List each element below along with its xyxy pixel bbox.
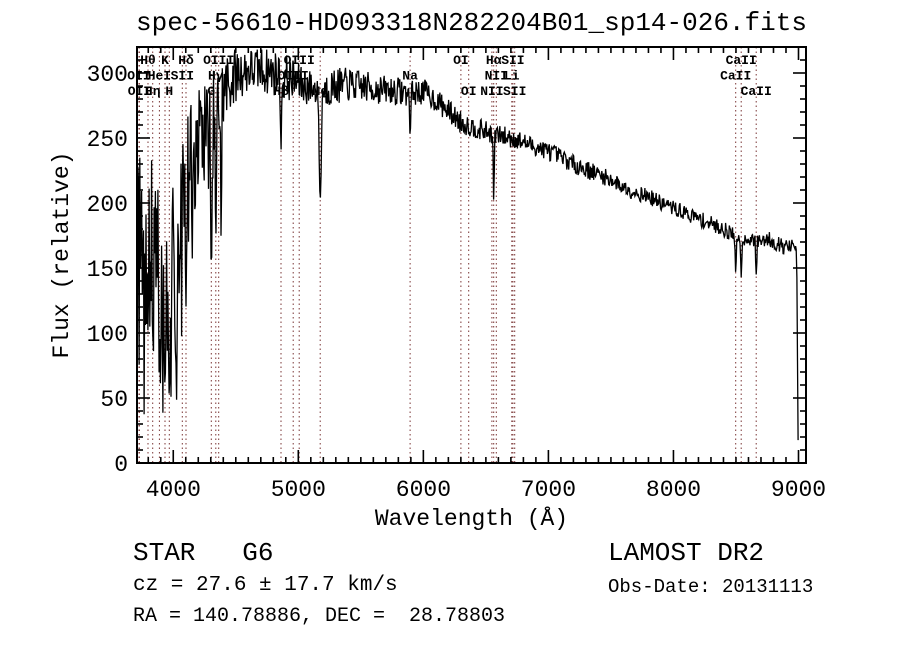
plot-frame bbox=[136, 46, 807, 464]
spectral-line-label-OIII: OIII bbox=[203, 53, 234, 68]
x-tick-label: 6000 bbox=[396, 477, 451, 503]
x-tick-label: 7000 bbox=[521, 477, 576, 503]
spectral-line-label-Hγ: Hγ bbox=[208, 69, 224, 84]
spectral-line-label-CaII: CaII bbox=[720, 69, 751, 84]
axis-ticks bbox=[137, 47, 806, 463]
spectral-line-label-OIII: OIII bbox=[284, 53, 315, 68]
spectral-line-label-OII: OII bbox=[128, 84, 151, 99]
spectral-line-label-OI: OI bbox=[461, 84, 477, 99]
spectral-line-label-Mg: Mg bbox=[312, 84, 328, 99]
spectral-line-label-OI: OI bbox=[453, 53, 469, 68]
spectral-line-label-HeI: HeI bbox=[148, 69, 171, 84]
x-tick-label: 9000 bbox=[771, 477, 826, 503]
spectral-line-label-OII: OII bbox=[127, 69, 150, 84]
ra-dec-label: RA = 140.78886, DEC = 28.78803 bbox=[133, 605, 506, 628]
y-tick-label: 100 bbox=[87, 322, 128, 348]
spectral-line-markers bbox=[138, 47, 757, 463]
survey-release-label: LAMOST DR2 bbox=[608, 538, 765, 568]
object-class-label: STAR G6 bbox=[133, 538, 274, 568]
x-tick-label: 5000 bbox=[271, 477, 326, 503]
y-tick-label: 200 bbox=[87, 192, 128, 218]
spectral-line-label-OIII: OIII bbox=[278, 69, 309, 84]
spectral-line-label-G: G bbox=[207, 84, 215, 99]
y-tick-labels: 0 50 100 150 200 250 300 bbox=[87, 62, 128, 478]
x-tick-labels: 4000 5000 6000 7000 8000 9000 bbox=[146, 477, 826, 503]
spectral-line-label-Li: Li bbox=[504, 69, 520, 84]
spectral-line-label-SII: SII bbox=[501, 53, 524, 68]
y-tick-label: 300 bbox=[87, 62, 128, 88]
spectral-line-label-SII: SII bbox=[503, 84, 526, 99]
spectral-line-label-SII: SII bbox=[171, 69, 194, 84]
spectral-line-label-H: H bbox=[165, 84, 173, 99]
spectral-line-label-CaII: CaII bbox=[726, 53, 757, 68]
radial-velocity-label: cz = 27.6 ± 17.7 km/s bbox=[133, 574, 398, 597]
spectrum-trace bbox=[137, 49, 799, 441]
spectral-line-label-Hδ: Hδ bbox=[178, 53, 194, 68]
spectral-line-label-NII: NII bbox=[480, 84, 503, 99]
y-tick-label: 50 bbox=[100, 387, 128, 413]
y-tick-label: 250 bbox=[87, 127, 128, 153]
spectral-line-label-Hα: Hα bbox=[486, 53, 502, 68]
spectral-line-label-Hβ: Hβ bbox=[273, 84, 289, 99]
spectral-line-label-Hη: Hη bbox=[145, 84, 161, 99]
y-tick-label: 150 bbox=[87, 257, 128, 283]
x-tick-label: 8000 bbox=[646, 477, 701, 503]
x-tick-label: 4000 bbox=[146, 477, 201, 503]
spectral-line-label-Hθ: Hθ bbox=[140, 53, 156, 68]
y-tick-label: 0 bbox=[114, 452, 128, 478]
spectral-line-label-NII: NII bbox=[485, 69, 508, 84]
y-axis-title: Flux (relative) bbox=[49, 151, 75, 359]
spectral-line-label-CaII: CaII bbox=[741, 84, 772, 99]
x-axis-title: Wavelength (Å) bbox=[374, 506, 569, 532]
spectral-line-label-Na: Na bbox=[402, 69, 418, 84]
spectral-line-labels: OIIOIIHθHηHeIKHSIIHδGHγOIIIHβOIIIOIIIMgN… bbox=[127, 53, 772, 99]
spectral-line-label-K: K bbox=[161, 53, 169, 68]
obs-date-label: Obs-Date: 20131113 bbox=[608, 576, 814, 598]
plot-title: spec-56610-HD093318N282204B01_sp14-026.f… bbox=[136, 8, 807, 38]
